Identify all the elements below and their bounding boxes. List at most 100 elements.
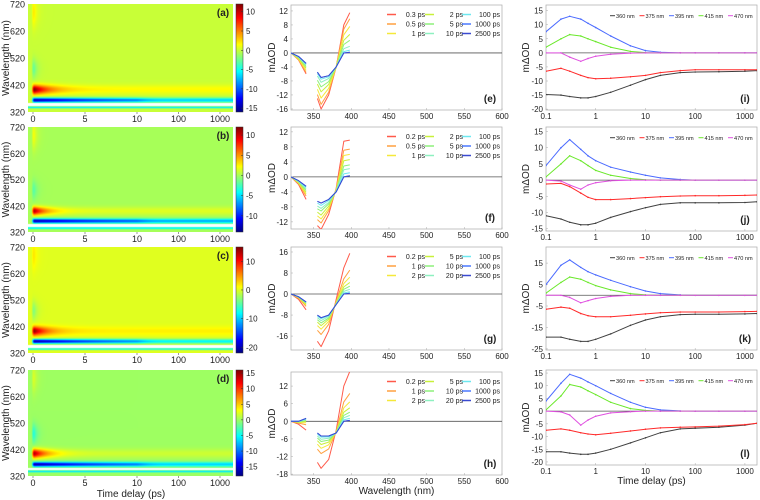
data-point <box>594 198 597 201</box>
data-point <box>609 392 612 395</box>
x-tick-label: 1000 <box>210 114 230 124</box>
x-tick-label: 1000 <box>210 234 230 244</box>
y-tick-label: -20 <box>531 105 543 114</box>
y-tick-label: -12 <box>276 218 288 227</box>
legend-label: 5 ps <box>450 22 464 29</box>
x-tick-label: 600 <box>495 352 509 361</box>
panel-label: (i) <box>740 94 749 105</box>
y-tick-label: 320 <box>10 349 25 359</box>
legend-label: 415 nm <box>705 256 724 262</box>
heatmap-d <box>28 370 233 476</box>
y-tick-label: 15 <box>534 128 543 137</box>
series-line-2500ps <box>317 292 350 319</box>
data-point <box>546 292 547 294</box>
x-tick-label: 500 <box>420 352 434 361</box>
data-point <box>587 155 589 157</box>
y-tick-label: -4 <box>281 63 289 72</box>
series-line-2500ps <box>291 176 307 187</box>
y-tick-label: -5 <box>536 192 544 201</box>
legend-label: 360 nm <box>616 14 635 20</box>
y-tick-label: 720 <box>10 123 25 133</box>
colorbar-frame <box>235 126 244 233</box>
y-tick-label: -10 <box>531 77 543 86</box>
data-point <box>594 393 597 396</box>
data-point <box>568 221 571 224</box>
panel-label: (k) <box>739 334 751 345</box>
data-point <box>609 198 612 201</box>
data-point <box>744 179 746 181</box>
series-group <box>546 138 757 226</box>
data-point <box>568 383 571 386</box>
data-point <box>609 315 612 318</box>
y-tick-label: 0 <box>539 407 544 416</box>
y-tick-label: 420 <box>10 81 25 91</box>
y-axis-label: Wavelength (nm) <box>1 20 12 96</box>
x-tick-label: 600 <box>495 231 509 240</box>
plot-frame <box>545 369 758 466</box>
data-point <box>644 410 647 412</box>
data-point <box>568 296 571 299</box>
data-point <box>546 409 547 411</box>
legend-label: 5 ps <box>450 379 464 386</box>
colorbar-frame <box>235 3 244 113</box>
data-point <box>679 428 682 430</box>
y-tick-label: 0 <box>284 417 289 426</box>
x-tick-label: 500 <box>420 112 434 121</box>
y-tick-label: 620 <box>10 269 25 279</box>
legend-label: 0.2 ps <box>406 379 426 386</box>
data-point <box>659 427 662 429</box>
data-point <box>679 202 682 204</box>
y-axis-label: Wavelength (nm) <box>1 385 12 461</box>
data-point <box>679 52 682 54</box>
series-line-5ps <box>317 407 351 445</box>
legend-label: 5 ps <box>450 144 464 151</box>
data-point <box>756 52 757 54</box>
data-point <box>568 452 571 454</box>
x-tick-label: 450 <box>382 352 396 361</box>
data-point <box>594 338 597 341</box>
x-tick-label: 400 <box>345 477 359 486</box>
colorbar-a <box>236 4 243 112</box>
data-point <box>756 68 757 71</box>
data-point <box>644 174 647 177</box>
colorbar-frame <box>235 369 244 477</box>
data-point <box>659 177 662 179</box>
legend-label: 470 nm <box>734 136 753 142</box>
data-point <box>609 77 612 79</box>
data-point <box>587 76 589 79</box>
y-axis-label: mΔOD <box>267 283 278 313</box>
data-point <box>587 37 589 40</box>
data-point <box>560 218 562 220</box>
data-point <box>609 35 612 37</box>
data-point <box>644 406 647 409</box>
legend-label: 375 nm <box>646 379 665 385</box>
plot-l <box>545 369 758 466</box>
data-point <box>756 201 757 203</box>
data-point <box>568 429 571 432</box>
data-point <box>609 216 612 219</box>
data-point <box>587 164 589 167</box>
data-point <box>609 412 612 414</box>
legend-label: 2500 ps <box>475 153 500 160</box>
data-point <box>718 68 720 71</box>
data-point <box>629 285 632 288</box>
x-tick-label: 400 <box>345 112 359 121</box>
data-point <box>644 290 647 292</box>
data-point <box>629 171 632 173</box>
data-point <box>560 18 562 20</box>
colorbar-tick-label: 0 <box>246 416 251 425</box>
legend-label: 5 ps <box>450 254 464 261</box>
data-point <box>609 289 612 291</box>
legend-label: 415 nm <box>705 14 724 20</box>
legend-label: 415 nm <box>705 379 724 385</box>
series-line-2ps <box>316 34 351 93</box>
data-point <box>609 448 612 451</box>
data-point <box>568 56 571 58</box>
data-point <box>609 179 612 182</box>
legend-label: 100 ps <box>479 379 501 386</box>
x-tick-label: 5 <box>82 234 87 244</box>
data-point <box>587 281 589 284</box>
panel-label: (g) <box>484 334 497 345</box>
data-point <box>560 411 562 413</box>
data-point <box>579 301 582 304</box>
